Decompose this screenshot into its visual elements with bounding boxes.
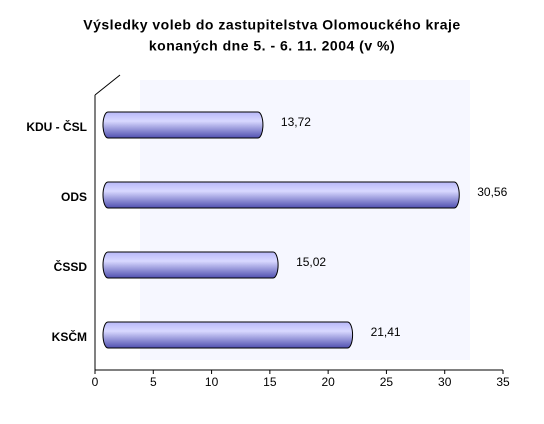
x-tick-label: 10: [205, 375, 219, 389]
chart-title: konaných dne 5. - 6. 11. 2004 (v %): [149, 38, 395, 54]
x-tick-label: 35: [496, 375, 510, 389]
y-tick-label: ODS: [61, 190, 87, 204]
x-tick-label: 20: [321, 375, 335, 389]
bar: [102, 181, 460, 209]
x-tick-label: 0: [92, 375, 99, 389]
chart-title: Výsledky voleb do zastupitelstva Olomouc…: [83, 17, 460, 33]
bar: [102, 251, 279, 279]
bar: [102, 111, 264, 139]
axis-depth: [94, 74, 121, 96]
value-label: 13,72: [281, 115, 311, 129]
y-tick-label: KSČM: [52, 329, 87, 344]
value-label: 15,02: [296, 255, 326, 269]
x-tick-label: 30: [438, 375, 452, 389]
value-label: 30,56: [477, 185, 507, 199]
x-tick-label: 5: [150, 375, 157, 389]
value-label: 21,41: [371, 325, 401, 339]
x-tick-label: 15: [263, 375, 277, 389]
bar: [102, 321, 354, 349]
y-tick-label: ČSSD: [54, 259, 88, 274]
y-tick-label: KDU - ČSL: [26, 119, 87, 134]
x-tick-label: 25: [380, 375, 394, 389]
